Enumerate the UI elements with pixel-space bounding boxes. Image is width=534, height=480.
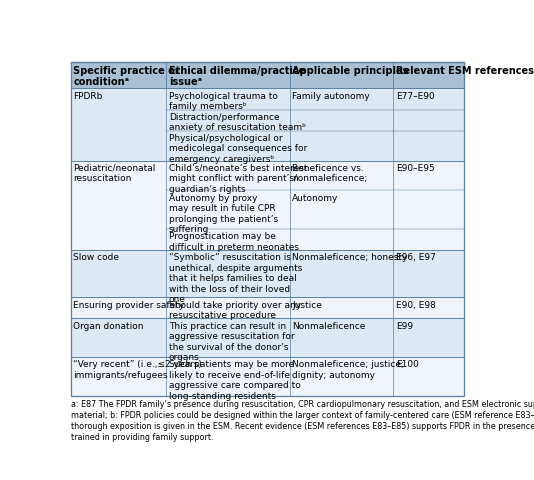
Bar: [71, 357, 464, 396]
Text: Nonmaleficence; justice;
dignity; autonomy: Nonmaleficence; justice; dignity; autono…: [293, 360, 404, 379]
Text: FPDRb: FPDRb: [73, 92, 103, 101]
Text: a: E87 The FPDR family’s presence during resuscitation, CPR cardiopulmonary resu: a: E87 The FPDR family’s presence during…: [71, 399, 534, 441]
Bar: [71, 63, 464, 89]
Text: Child’s/neonate’s best interest
might conflict with parent’s/
guardian’s rights: Child’s/neonate’s best interest might co…: [169, 164, 307, 193]
Text: Psychological trauma to
family membersᵇ: Psychological trauma to family membersᵇ: [169, 92, 278, 111]
Text: Physical/psychological or
medicolegal consequences for
emergency caregiversᵇ: Physical/psychological or medicolegal co…: [169, 134, 307, 164]
Text: Prognostication may be
difficult in preterm neonates: Prognostication may be difficult in pret…: [169, 232, 299, 251]
Text: Should take priority over any
resuscitative procedure: Should take priority over any resuscitat…: [169, 300, 301, 319]
Text: Nonmaleficence; honesty: Nonmaleficence; honesty: [293, 253, 408, 262]
Text: Applicable principles: Applicable principles: [293, 65, 409, 75]
Text: Slow code: Slow code: [73, 253, 120, 262]
Bar: [71, 298, 464, 319]
Text: Justice: Justice: [293, 300, 322, 309]
Text: Specific practice or
conditionᵃ: Specific practice or conditionᵃ: [73, 65, 180, 87]
Bar: [71, 161, 464, 251]
Bar: [71, 251, 464, 298]
Text: Autonomy by proxy
may result in futile CPR
prolonging the patient’s
suffering: Autonomy by proxy may result in futile C…: [169, 193, 278, 233]
Text: Organ donation: Organ donation: [73, 321, 144, 330]
Text: E90–E95: E90–E95: [396, 164, 435, 172]
Text: E90, E98: E90, E98: [396, 300, 436, 309]
Text: Ensuring provider safety: Ensuring provider safety: [73, 300, 185, 309]
Bar: [71, 89, 464, 161]
Text: E96, E97: E96, E97: [396, 253, 436, 262]
Text: Ethical dilemma/practice
issueᵃ: Ethical dilemma/practice issueᵃ: [169, 65, 305, 87]
Text: E99: E99: [396, 321, 413, 330]
Text: E77–E90: E77–E90: [396, 92, 435, 101]
Text: “Symbolic” resuscitation is
unethical, despite arguments
that it helps families : “Symbolic” resuscitation is unethical, d…: [169, 253, 302, 303]
Text: “Very recent” (i.e.,≤2 years)
immigrants/refugees: “Very recent” (i.e.,≤2 years) immigrants…: [73, 360, 202, 379]
Text: Beneficence vs.
nonmaleficence;: Beneficence vs. nonmaleficence;: [293, 164, 367, 183]
Text: Pediatric/neonatal
resuscitation: Pediatric/neonatal resuscitation: [73, 164, 156, 183]
Text: Nonmaleficence: Nonmaleficence: [293, 321, 366, 330]
Text: Autonomy: Autonomy: [293, 193, 339, 202]
Bar: [71, 319, 464, 357]
Text: Relevant ESM references: Relevant ESM references: [396, 65, 533, 75]
Text: E100: E100: [396, 360, 419, 369]
Text: Such patients may be more
likely to receive end-of-life
aggressive care compared: Such patients may be more likely to rece…: [169, 360, 301, 400]
Text: This practice can result in
aggressive resuscitation for
the survival of the don: This practice can result in aggressive r…: [169, 321, 294, 361]
Text: Family autonomy: Family autonomy: [293, 92, 370, 101]
Text: Distraction/performance
anxiety of resuscitation teamᵇ: Distraction/performance anxiety of resus…: [169, 113, 305, 132]
